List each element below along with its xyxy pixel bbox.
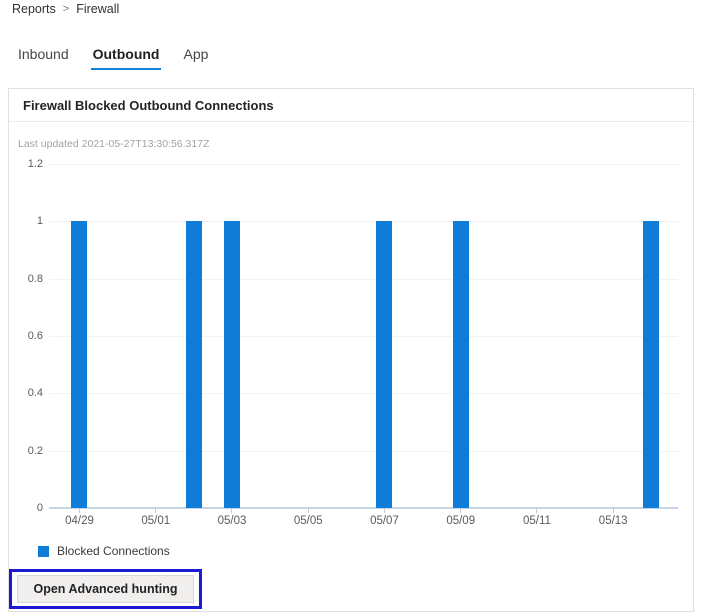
tab-app[interactable]: App — [183, 46, 209, 62]
x-axis-tick — [231, 508, 233, 513]
breadcrumb-firewall[interactable]: Firewall — [76, 2, 120, 16]
bar-04-29[interactable] — [71, 221, 88, 508]
gridline — [49, 221, 678, 223]
last-updated-text: Last updated 2021-05-27T13:30:56.317Z — [18, 138, 210, 150]
bar-05-02[interactable] — [185, 221, 202, 508]
y-axis-tick-label: 0.8 — [27, 272, 43, 285]
y-axis-tick-label: 0.4 — [27, 387, 43, 400]
bar-05-09[interactable] — [452, 221, 469, 508]
firewall-report-card: Firewall Blocked Outbound Connections La… — [8, 88, 694, 612]
y-axis-tick-label: 1 — [36, 215, 43, 228]
x-axis-tick-label: 04/29 — [65, 515, 94, 527]
x-axis-tick-label: 05/11 — [522, 515, 551, 527]
y-axis-tick-label: 1.2 — [27, 158, 43, 170]
x-axis-tick — [383, 508, 385, 513]
highlight-box: Open Advanced hunting — [9, 569, 202, 609]
card-title: Firewall Blocked Outbound Connections — [23, 97, 274, 113]
gridline — [49, 278, 678, 280]
open-advanced-hunting-button[interactable]: Open Advanced hunting — [17, 575, 194, 603]
legend-color-swatch — [38, 545, 49, 557]
bar-05-07[interactable] — [376, 221, 393, 508]
x-axis-tick-label: 05/13 — [598, 515, 628, 527]
gridline — [49, 164, 678, 165]
breadcrumb-separator-icon: > — [62, 3, 70, 15]
x-axis-tick-label: 05/05 — [293, 515, 323, 527]
breadcrumb-reports[interactable]: Reports — [12, 2, 56, 16]
x-axis-tick — [536, 508, 538, 513]
gridline — [49, 336, 678, 337]
y-axis-tick-label: 0.2 — [27, 444, 43, 457]
x-axis-tick-label: 05/01 — [141, 515, 171, 527]
x-axis-line — [49, 507, 678, 509]
x-axis-tick — [78, 508, 80, 513]
x-axis-tick — [307, 508, 309, 513]
blocked-connections-bar-chart: 0 0.2 0.4 0.6 0.8 1 1.2 04/29 05/01 05/03 05/05 05/… — [9, 89, 693, 611]
x-axis-tick-label: 05/09 — [446, 515, 476, 527]
x-axis-tick — [155, 508, 157, 513]
gridline — [49, 450, 678, 452]
tab-inbound[interactable]: Inbound — [18, 46, 69, 62]
chart-legend: Blocked Connections — [38, 544, 170, 558]
card-header: Firewall Blocked Outbound Connections — [9, 89, 693, 122]
x-axis-tick-label: 05/07 — [370, 515, 399, 527]
legend-label: Blocked Connections — [57, 544, 170, 558]
y-axis-tick-label: 0.6 — [27, 330, 43, 342]
x-axis-tick — [612, 508, 614, 513]
x-axis-tick-label: 05/03 — [217, 515, 247, 527]
bar-05-14[interactable] — [643, 221, 660, 508]
tab-bar: Inbound Outbound App — [16, 46, 210, 70]
tab-outbound[interactable]: Outbound — [90, 46, 162, 70]
x-axis-tick — [460, 508, 462, 513]
gridline — [49, 393, 678, 395]
bar-05-03[interactable] — [223, 221, 240, 508]
y-axis-tick-label: 0 — [36, 502, 43, 514]
breadcrumb: Reports > Firewall — [12, 2, 119, 16]
